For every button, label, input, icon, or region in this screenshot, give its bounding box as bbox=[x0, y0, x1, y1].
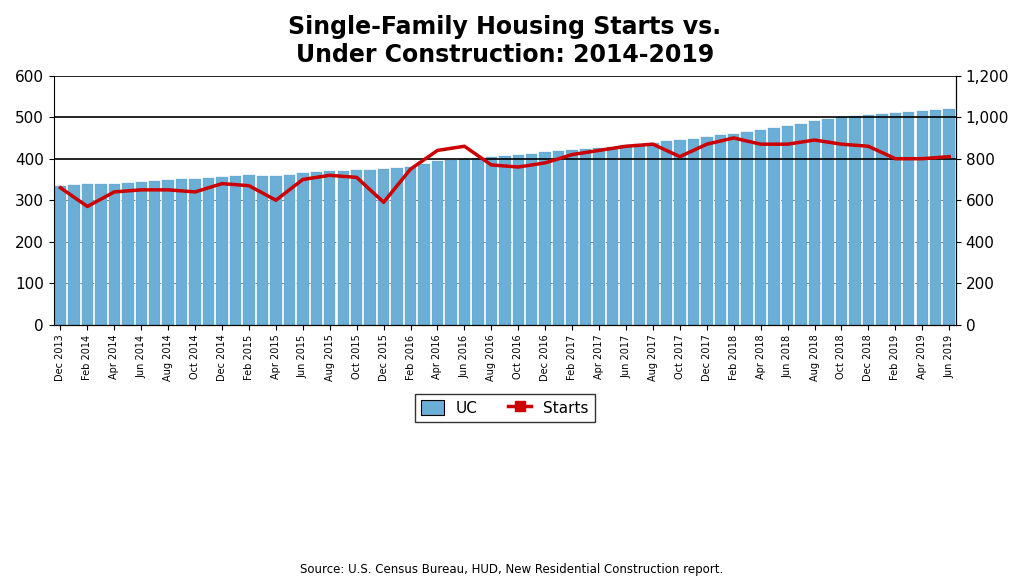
Bar bbox=[822, 119, 834, 325]
Bar bbox=[728, 134, 739, 325]
Bar bbox=[580, 149, 591, 325]
Bar bbox=[485, 157, 497, 325]
Bar bbox=[189, 179, 201, 325]
Bar bbox=[310, 172, 322, 325]
Bar bbox=[916, 111, 928, 325]
Bar bbox=[513, 154, 524, 325]
Bar bbox=[553, 151, 564, 325]
Bar bbox=[862, 115, 874, 325]
Bar bbox=[270, 176, 282, 325]
Bar bbox=[297, 173, 308, 325]
Bar bbox=[351, 170, 362, 325]
Bar bbox=[540, 153, 551, 325]
Bar bbox=[796, 124, 807, 325]
Bar bbox=[324, 171, 336, 325]
Bar bbox=[418, 164, 430, 325]
Bar bbox=[566, 150, 578, 325]
Bar bbox=[216, 177, 227, 325]
Bar bbox=[176, 180, 187, 325]
Legend: UC, Starts: UC, Starts bbox=[415, 393, 595, 422]
Bar bbox=[755, 131, 766, 325]
Bar bbox=[432, 161, 443, 325]
Bar bbox=[660, 142, 672, 325]
Bar bbox=[890, 113, 901, 325]
Bar bbox=[836, 117, 847, 325]
Bar bbox=[109, 184, 120, 325]
Bar bbox=[459, 159, 470, 325]
Bar bbox=[148, 181, 161, 325]
Bar bbox=[82, 184, 93, 325]
Bar bbox=[607, 147, 618, 325]
Bar bbox=[593, 149, 605, 325]
Bar bbox=[687, 139, 699, 325]
Bar bbox=[715, 135, 726, 325]
Bar bbox=[338, 170, 349, 325]
Bar bbox=[229, 176, 242, 325]
Bar bbox=[621, 145, 632, 325]
Bar bbox=[284, 175, 295, 325]
Bar bbox=[782, 126, 794, 325]
Title: Single-Family Housing Starts vs.
Under Construction: 2014-2019: Single-Family Housing Starts vs. Under C… bbox=[288, 15, 721, 67]
Bar bbox=[674, 140, 686, 325]
Bar bbox=[943, 109, 955, 325]
Bar bbox=[203, 178, 214, 325]
Bar bbox=[741, 132, 753, 325]
Bar bbox=[445, 160, 457, 325]
Bar bbox=[365, 170, 376, 325]
Bar bbox=[701, 137, 713, 325]
Bar bbox=[378, 169, 389, 325]
Bar bbox=[877, 114, 888, 325]
Bar bbox=[499, 156, 511, 325]
Bar bbox=[54, 185, 67, 325]
Bar bbox=[809, 122, 820, 325]
Bar bbox=[404, 167, 417, 325]
Bar bbox=[135, 181, 147, 325]
Text: Source: U.S. Census Bureau, HUD, New Residential Construction report.: Source: U.S. Census Bureau, HUD, New Res… bbox=[300, 563, 724, 576]
Bar bbox=[526, 154, 538, 325]
Bar bbox=[244, 175, 255, 325]
Bar bbox=[903, 112, 914, 325]
Bar bbox=[122, 183, 133, 325]
Bar bbox=[163, 180, 174, 325]
Bar bbox=[634, 144, 645, 325]
Bar bbox=[647, 143, 658, 325]
Bar bbox=[472, 158, 483, 325]
Bar bbox=[930, 110, 941, 325]
Bar bbox=[768, 128, 780, 325]
Bar bbox=[849, 116, 860, 325]
Bar bbox=[391, 168, 402, 325]
Bar bbox=[95, 184, 106, 325]
Bar bbox=[257, 176, 268, 325]
Bar bbox=[69, 185, 80, 325]
